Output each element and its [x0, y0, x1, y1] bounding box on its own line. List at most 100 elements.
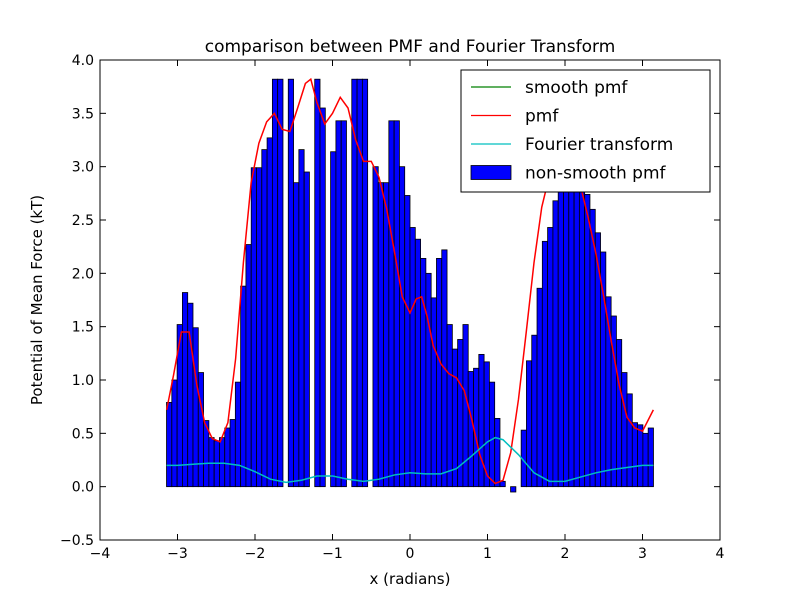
bar: [451, 348, 459, 488]
x-tick-label: −3: [167, 546, 188, 562]
y-tick-label: −0.5: [60, 533, 94, 549]
bar: [478, 353, 485, 488]
bar: [399, 166, 406, 488]
x-tick-label: −2: [245, 546, 266, 562]
bar: [616, 339, 623, 488]
bar: [563, 166, 570, 488]
bar: [414, 238, 421, 488]
y-tick-label: 1.5: [72, 320, 94, 336]
x-tick-label: −1: [322, 546, 343, 562]
bar: [187, 302, 194, 488]
bar: [647, 427, 654, 488]
bar: [557, 176, 564, 488]
bar: [234, 381, 242, 488]
series-line-fourier-transform: [166, 436, 654, 484]
y-tick-label: 1.0: [72, 373, 94, 389]
legend-label: non-smooth pmf: [525, 164, 666, 184]
bar: [383, 182, 390, 488]
axes: −4 −3 −2 −1 0 1 2 3 4 −0.5 0.0 0.5 1.0 1.5 2.0 2.5 3.0 3.…: [60, 53, 725, 562]
y-axis-label: Potential of Mean Force (kT): [28, 195, 46, 405]
legend-swatch: [470, 165, 512, 180]
x-tick-label: 2: [561, 546, 570, 562]
legend: smooth pmf pmf Fourier transform non-smooth…: [460, 69, 711, 193]
bar: [166, 401, 173, 488]
x-tick-label: 0: [406, 546, 415, 562]
legend-label: pmf: [525, 107, 559, 127]
bar: [250, 167, 257, 488]
bar: [377, 182, 384, 488]
x-tick-label: −4: [90, 546, 111, 562]
legend-box: [460, 69, 711, 193]
legend-label: smooth pmf: [525, 78, 628, 98]
bar: [303, 171, 310, 488]
bar: [589, 208, 596, 488]
y-tick-label: 2.0: [72, 266, 94, 282]
bar: [372, 166, 379, 488]
bar: [494, 417, 501, 488]
bar: [224, 427, 231, 488]
bar: [436, 257, 443, 488]
bar: [642, 432, 649, 488]
y-tick-label: 3.5: [72, 106, 94, 122]
bar: [536, 287, 543, 488]
bar: [488, 381, 496, 488]
x-tick-label: 3: [638, 546, 647, 562]
bar: [541, 240, 549, 488]
bar: [430, 297, 437, 488]
bar: [229, 419, 236, 488]
bar: [171, 379, 178, 488]
bar: [293, 182, 300, 488]
bar: [388, 120, 395, 488]
bar: [573, 181, 580, 488]
chart-title: comparison between PMF and Fourier Trans…: [205, 37, 616, 57]
bar: [626, 393, 633, 488]
bar: [393, 120, 400, 488]
bar: [261, 149, 268, 488]
legend-label: Fourier transform: [525, 135, 673, 155]
x-tick-label: 4: [716, 546, 725, 562]
bar: [340, 120, 347, 488]
bar: [271, 78, 279, 488]
bar: [319, 107, 326, 488]
bar: [245, 244, 252, 488]
bar: [192, 327, 199, 488]
bar: [499, 480, 506, 488]
bar: [531, 334, 538, 488]
bar: [510, 486, 517, 493]
bar: [361, 78, 369, 488]
bar: [425, 272, 432, 488]
bar: [409, 227, 416, 488]
y-tick-label: 2.5: [72, 213, 94, 229]
bar: [208, 437, 215, 488]
x-axis-label: x (radians): [370, 570, 451, 588]
bar: [266, 137, 273, 488]
bar: [637, 424, 644, 488]
bar: [547, 227, 554, 488]
bar: [631, 422, 638, 488]
y-tick-label: 0.0: [72, 480, 94, 496]
bar: [256, 167, 263, 488]
bar: [621, 372, 628, 488]
y-tick-label: 4.0: [72, 53, 94, 69]
bar: [568, 181, 575, 488]
bar: [552, 200, 559, 488]
bar: [446, 324, 453, 488]
bar: [287, 78, 294, 488]
bar: [240, 285, 247, 488]
bar: [298, 149, 305, 488]
x-tick-label: 1: [483, 546, 492, 562]
bar: [356, 78, 363, 488]
bar: [420, 257, 427, 488]
bar: [314, 78, 321, 488]
bar: [578, 174, 586, 488]
bar: [277, 78, 284, 488]
bar: [219, 437, 226, 488]
y-tick-label: 3.0: [72, 160, 94, 176]
bar: [584, 193, 591, 488]
bar: [197, 372, 204, 488]
bar: [467, 371, 474, 488]
y-tick-label: 0.5: [72, 426, 94, 442]
bar: [330, 151, 337, 488]
bar: [404, 195, 411, 488]
